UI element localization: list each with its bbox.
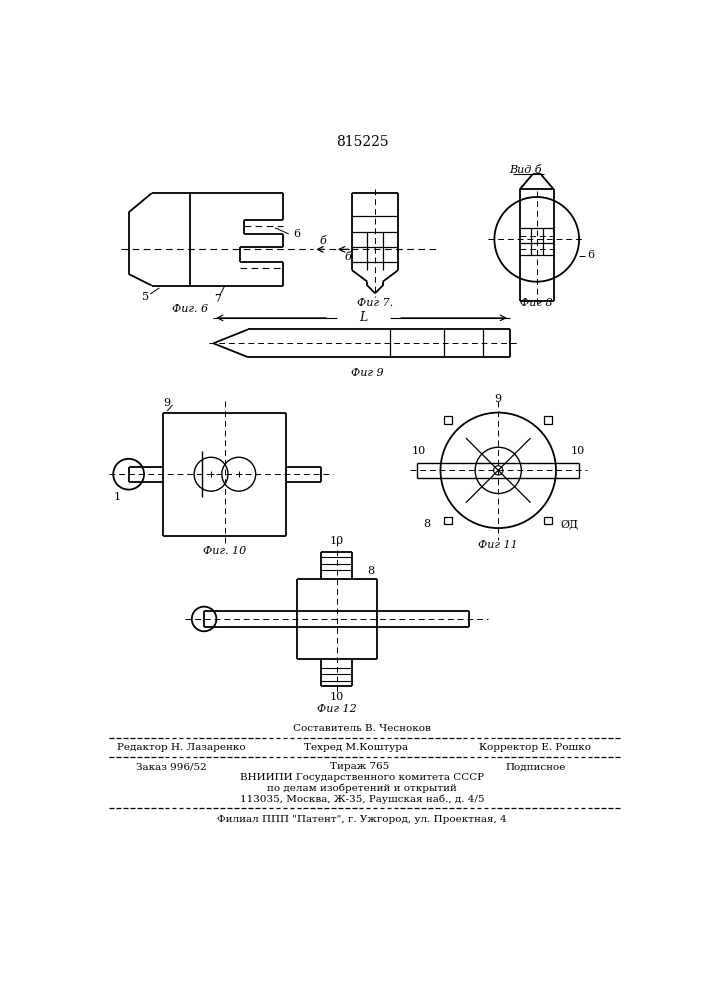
Text: 10: 10	[571, 446, 585, 456]
Text: 8: 8	[367, 566, 374, 576]
Text: 8: 8	[423, 519, 430, 529]
Text: 6: 6	[587, 250, 594, 260]
Text: Заказ 996/52: Заказ 996/52	[136, 762, 206, 771]
Text: Фиг 8: Фиг 8	[520, 298, 553, 308]
Text: 9: 9	[163, 398, 170, 408]
Text: Корректор Е. Рошко: Корректор Е. Рошко	[479, 743, 591, 752]
Bar	[544, 517, 552, 524]
Text: ØД: ØД	[561, 519, 579, 529]
Text: Фиг 9: Фиг 9	[351, 368, 384, 378]
Bar	[444, 517, 452, 524]
Text: 5: 5	[142, 292, 149, 302]
Text: Фиг 11: Фиг 11	[479, 540, 518, 550]
Text: б: б	[345, 252, 351, 262]
Text: 10: 10	[411, 446, 426, 456]
Text: 6: 6	[293, 229, 300, 239]
Text: Тираж 765: Тираж 765	[330, 762, 390, 771]
Text: Подписное: Подписное	[505, 762, 566, 771]
Text: 10: 10	[329, 536, 344, 546]
Text: Составитель В. Чесноков: Составитель В. Чесноков	[293, 724, 431, 733]
Text: ВНИИПИ Государственного комитета СССР: ВНИИПИ Государственного комитета СССР	[240, 773, 484, 782]
Bar	[544, 416, 552, 424]
Bar	[444, 416, 452, 424]
Text: Филиал ППП "Патент", г. Ужгород, ул. Проектная, 4: Филиал ППП "Патент", г. Ужгород, ул. Про…	[217, 815, 507, 824]
Text: Техред М.Коштура: Техред М.Коштура	[304, 743, 408, 752]
Text: Фиг 7.: Фиг 7.	[357, 298, 393, 308]
Text: Фиг. 6: Фиг. 6	[173, 304, 209, 314]
Text: 1: 1	[114, 492, 121, 502]
Text: 815225: 815225	[336, 135, 388, 149]
Text: Редактор Н. Лазаренко: Редактор Н. Лазаренко	[117, 743, 245, 752]
Text: 7: 7	[214, 294, 221, 304]
Text: 10: 10	[329, 692, 344, 702]
Text: по делам изобретений и открытий: по делам изобретений и открытий	[267, 784, 457, 793]
Text: L: L	[359, 311, 368, 324]
Text: Вид б: Вид б	[509, 165, 542, 175]
Text: б: б	[320, 236, 326, 246]
Text: 113035, Москва, Ж-35, Раушская наб., д. 4/5: 113035, Москва, Ж-35, Раушская наб., д. …	[240, 794, 484, 804]
Text: 9: 9	[495, 394, 502, 404]
Text: Фиг. 10: Фиг. 10	[204, 546, 247, 556]
Text: Фиг 12: Фиг 12	[317, 704, 356, 714]
